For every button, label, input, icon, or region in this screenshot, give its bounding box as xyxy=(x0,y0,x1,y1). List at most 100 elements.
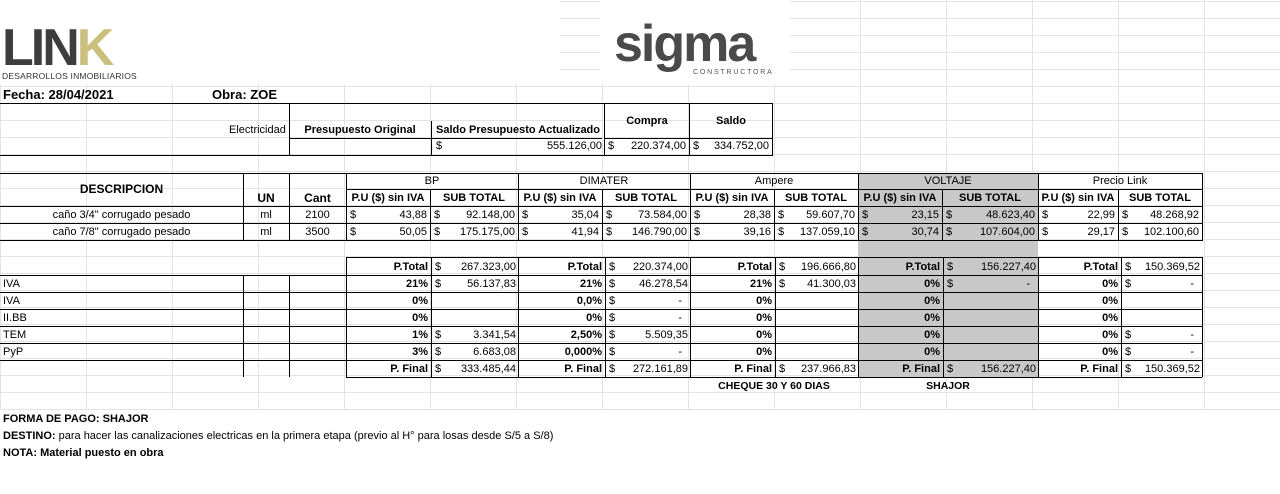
currency-sign: $ xyxy=(1122,209,1129,221)
currency-sign: $ xyxy=(946,209,953,221)
tax-rate: 0,0% xyxy=(576,295,602,307)
unit-price: 39,16 xyxy=(743,226,771,238)
item-unit: ml xyxy=(260,226,272,238)
tax-rate: 0% xyxy=(924,312,940,324)
currency-sign: $ xyxy=(435,261,442,273)
pu-header: P.U ($) sin IVA xyxy=(695,192,769,204)
currency-sign: $ xyxy=(1125,363,1132,375)
supplier-name: Precio Link xyxy=(1092,175,1148,187)
electricidad-label: Electricidad xyxy=(229,124,286,136)
unit-price: 29,17 xyxy=(1087,226,1115,238)
currency-sign: $ xyxy=(606,226,613,238)
subtotal-value: 48.268,92 xyxy=(1150,209,1199,221)
tax-rate: 0% xyxy=(1102,278,1118,290)
currency-sign: $ xyxy=(609,346,616,358)
ptotal-label: P.Total xyxy=(393,261,428,273)
tax-rate: 0% xyxy=(412,295,428,307)
pfinal-value: 333.485,44 xyxy=(460,363,516,375)
col-saldo-actualizado: Saldo Presupuesto Actualizado xyxy=(435,124,600,136)
pfinal-value: 150.369,52 xyxy=(1144,363,1200,375)
item-description: caño 3/4" corrugado pesado xyxy=(52,209,191,221)
item-quantity: 2100 xyxy=(305,209,330,221)
subtotal-value: 137.059,10 xyxy=(799,226,855,238)
obra: Obra: ZOE xyxy=(212,87,278,102)
tax-rate: 0% xyxy=(924,329,940,341)
currency-sign: $ xyxy=(609,295,616,307)
currency-sign: $ xyxy=(862,209,869,221)
tax-amount: 41.300,03 xyxy=(807,278,856,290)
currency-sign: $ xyxy=(609,363,616,375)
currency-sign: $ xyxy=(435,329,442,341)
header-un: UN xyxy=(257,191,275,205)
currency-sign: $ xyxy=(350,226,357,238)
tax-rate: 0% xyxy=(756,312,772,324)
currency-sign: $ xyxy=(522,226,529,238)
tax-amount: - xyxy=(678,295,682,307)
unit-price: 43,88 xyxy=(399,209,427,221)
saldo-value: 334.752,00 xyxy=(713,140,769,152)
col-saldo: Saldo xyxy=(716,115,746,127)
tax-amount: - xyxy=(678,312,682,324)
currency-sign: $ xyxy=(609,312,616,324)
tax-row-label: II.BB xyxy=(3,312,27,324)
supplier-name: Ampere xyxy=(754,175,794,187)
subtotal-value: 107.604,00 xyxy=(979,226,1035,238)
currency-sign: $ xyxy=(435,346,442,358)
tax-amount: 56.137,83 xyxy=(467,278,516,290)
subtotal-header: SUB TOTAL xyxy=(1129,192,1191,204)
fecha: Fecha: 28/04/2021 xyxy=(3,87,114,102)
subtotal-header: SUB TOTAL xyxy=(615,192,677,204)
pfinal-label: P. Final xyxy=(564,363,602,375)
currency-sign: $ xyxy=(779,363,786,375)
ptotal-value: 267.323,00 xyxy=(460,261,516,273)
destino-text: para hacer las canalizaciones electricas… xyxy=(55,430,554,442)
pu-header: P.U ($) sin IVA xyxy=(1041,192,1115,204)
subtotal-value: 59.607,70 xyxy=(806,209,855,221)
tax-rate: 0% xyxy=(1102,346,1118,358)
sigma-logo-subtitle: CONSTRUCTORA xyxy=(693,69,774,76)
currency-sign: $ xyxy=(778,226,785,238)
tax-rate: 0% xyxy=(412,312,428,324)
currency-sign: $ xyxy=(1125,261,1132,273)
tax-rate: 0% xyxy=(756,295,772,307)
tax-rate: 21% xyxy=(405,278,428,290)
tax-row-label: IVA xyxy=(3,278,20,290)
currency-sign: $ xyxy=(947,261,954,273)
pfinal-label: P. Final xyxy=(1080,363,1118,375)
unit-price: 50,05 xyxy=(399,226,427,238)
currency-sign: $ xyxy=(435,278,442,290)
currency-sign: $ xyxy=(1125,278,1132,290)
tax-amount: - xyxy=(678,346,682,358)
tax-row-label: PyP xyxy=(3,346,24,358)
item-description: caño 7/8" corrugado pesado xyxy=(52,226,191,238)
tax-amount: - xyxy=(1190,329,1194,341)
subtotal-value: 102.100,60 xyxy=(1143,226,1199,238)
tax-rate: 0% xyxy=(756,329,772,341)
currency-sign: $ xyxy=(946,226,953,238)
tax-amount: 46.278,54 xyxy=(639,278,688,290)
currency-sign: $ xyxy=(778,209,785,221)
currency-sign: $ xyxy=(434,209,441,221)
currency-sign: $ xyxy=(609,329,616,341)
subtotal-value: 175.175,00 xyxy=(459,226,515,238)
destino-label: DESTINO: xyxy=(3,430,56,442)
currency-sign: $ xyxy=(609,278,616,290)
currency-sign: $ xyxy=(606,209,613,221)
currency-sign: $ xyxy=(779,261,786,273)
currency-sign: $ xyxy=(350,209,357,221)
tax-rate: 0% xyxy=(924,295,940,307)
tax-rate: 0% xyxy=(924,346,940,358)
footer-area xyxy=(0,410,1280,494)
tax-rate: 3% xyxy=(412,346,428,358)
unit-price: 30,74 xyxy=(911,226,939,238)
subtotal-value: 73.584,00 xyxy=(638,209,687,221)
pu-header: P.U ($) sin IVA xyxy=(523,192,597,204)
tax-rate: 2,50% xyxy=(570,329,602,341)
destino: DESTINO: para hacer las canalizaciones e… xyxy=(3,429,553,444)
tax-rate: 0% xyxy=(1102,312,1118,324)
logo-area-sigma xyxy=(600,0,790,84)
nota: NOTA: Material puesto en obra xyxy=(3,447,164,459)
compra-value: 220.374,00 xyxy=(630,140,686,152)
tax-amount: 3.341,54 xyxy=(473,329,516,341)
currency-sign: $ xyxy=(947,278,954,290)
